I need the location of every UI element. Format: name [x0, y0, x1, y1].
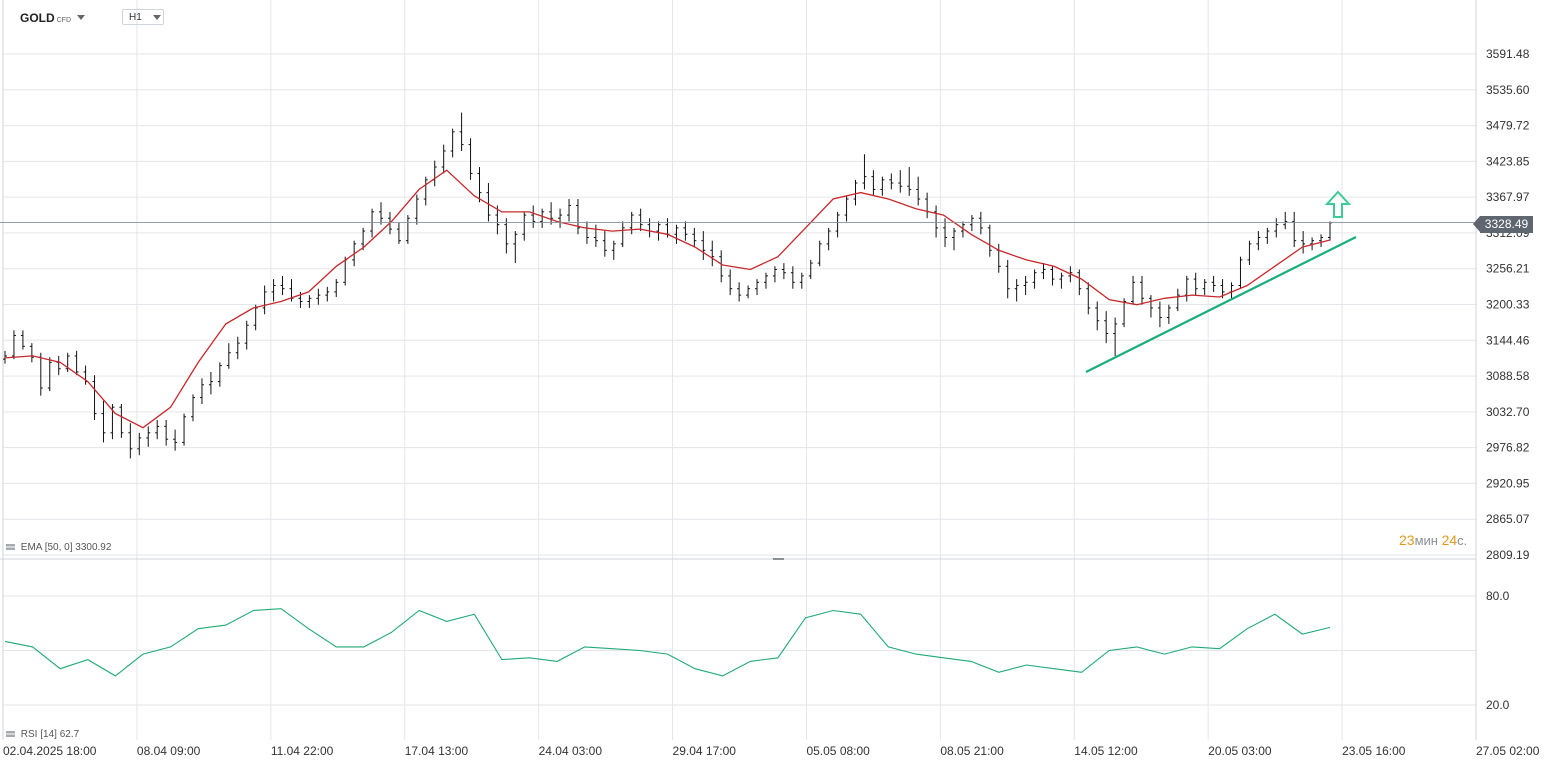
time-tick-label: 20.05 03:00 — [1208, 744, 1272, 758]
rsi-label: RSI — [20, 729, 38, 740]
time-tick-label: 29.04 17:00 — [673, 744, 737, 758]
ema-params: [50, 0] — [44, 542, 73, 553]
countdown-minutes-unit: мин — [1414, 533, 1438, 548]
price-axis[interactable]: 3591.483535.603479.723423.853367.973312.… — [1486, 47, 1530, 562]
ema-value: 3300.92 — [75, 542, 112, 553]
price-tick-label: 3591.48 — [1486, 47, 1530, 61]
bar-countdown: 23мин 24с. — [1399, 532, 1467, 548]
price-tick-label: 3088.58 — [1486, 369, 1530, 383]
drag-handle-icon[interactable] — [6, 730, 16, 738]
rsi-value: 62.7 — [59, 729, 80, 740]
symbol-type: CFD — [56, 17, 72, 24]
time-tick-label: 11.04 22:00 — [271, 744, 334, 758]
rsi-params: [14] — [40, 729, 57, 740]
timeframe-chevron-down-icon[interactable] — [153, 15, 161, 20]
time-tick-label: 24.04 03:00 — [539, 744, 603, 758]
rsi-axis: 80.0 20.0 — [1486, 589, 1510, 712]
time-tick-label: 02.04.2025 18:00 — [3, 744, 97, 758]
price-candles — [3, 112, 1332, 459]
rsi-tick-label: 80.0 — [1486, 589, 1510, 603]
symbol-dropdown-icon[interactable] — [77, 15, 85, 20]
time-tick-label: 08.04 09:00 — [137, 744, 201, 758]
price-tick-label: 3535.60 — [1486, 83, 1530, 97]
ema-line — [4, 169, 1331, 429]
grid — [0, 0, 1477, 740]
support-trendline[interactable] — [1085, 236, 1357, 373]
price-tick-label: 3144.46 — [1486, 333, 1530, 347]
price-tick-label: 3423.85 — [1486, 154, 1530, 168]
price-tick-label: 3367.97 — [1486, 190, 1530, 204]
symbol-name: GOLD — [20, 11, 55, 25]
ema-legend[interactable]: EMA [50, 0] 3300.92 — [6, 542, 111, 553]
countdown-seconds-unit: с. — [1457, 533, 1468, 548]
up-arrow-icon — [1324, 190, 1352, 218]
ema-label: EMA — [20, 542, 42, 553]
rsi-tick-label: 20.0 — [1486, 698, 1510, 712]
time-tick-label: 05.05 08:00 — [806, 744, 870, 758]
drag-handle-icon[interactable] — [6, 543, 16, 551]
price-tick-label: 3256.21 — [1486, 262, 1530, 276]
price-tick-label: 3032.70 — [1486, 405, 1530, 419]
time-tick-label: 23.05 16:00 — [1342, 744, 1406, 758]
countdown-seconds: 24 — [1441, 532, 1458, 548]
time-tick-label: 17.04 13:00 — [405, 744, 469, 758]
price-tick-label: 2976.82 — [1486, 441, 1530, 455]
timeframe-select[interactable]: H1 — [122, 9, 164, 25]
price-tick-label: 3200.33 — [1486, 298, 1530, 312]
time-tick-label: 14.05 12:00 — [1074, 744, 1138, 758]
time-tick-label: 08.05 21:00 — [940, 744, 1004, 758]
countdown-minutes: 23 — [1399, 532, 1415, 548]
rsi-line — [4, 608, 1331, 677]
timeframe-value: H1 — [129, 12, 142, 23]
price-tick-label: 2920.95 — [1486, 476, 1530, 490]
time-axis[interactable]: 02.04.2025 18:00 08.04 09:00 11.04 22:00 17… — [3, 744, 1540, 758]
last-price-tag: 3328.49 — [1473, 216, 1533, 233]
price-tick-label: 2809.19 — [1486, 548, 1530, 562]
price-tick-label: 2865.07 — [1486, 512, 1530, 526]
rsi-legend[interactable]: RSI [14] 62.7 — [6, 729, 79, 740]
symbol-selector[interactable]: GOLD CFD — [20, 11, 71, 25]
price-tick-label: 3479.72 — [1486, 119, 1530, 133]
time-tick-label: 27.05 02:00 — [1476, 744, 1540, 758]
